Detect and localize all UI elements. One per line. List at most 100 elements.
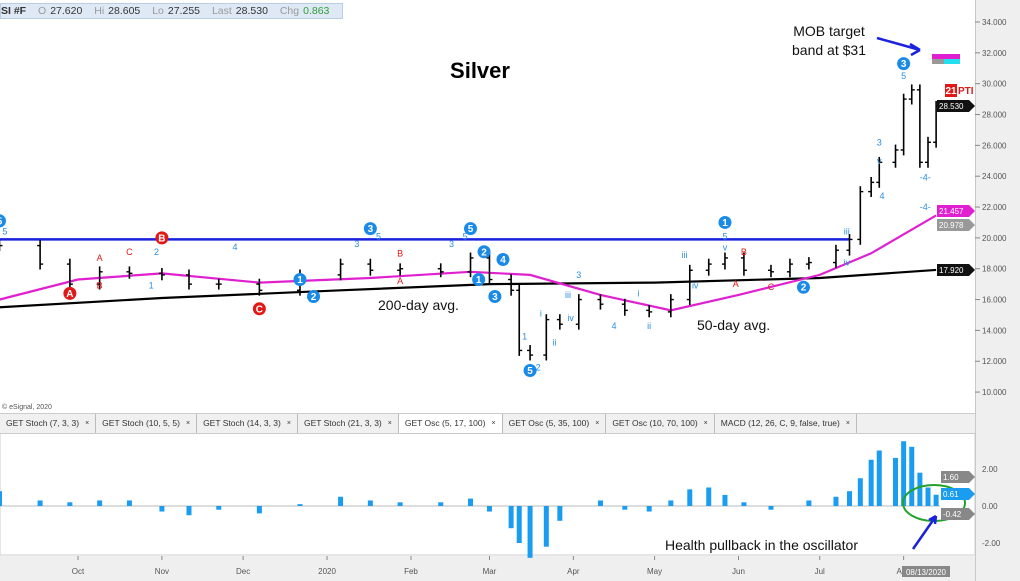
- oscillator-bar: [438, 502, 444, 506]
- wave-circle: [363, 222, 377, 236]
- price-bar: [556, 314, 563, 330]
- price-bar: [597, 294, 604, 310]
- price-tick-label: 12.000: [982, 357, 1007, 366]
- wave-label: iv: [692, 281, 699, 291]
- price-bar: [646, 304, 653, 318]
- date-tick-label: Mar: [483, 567, 497, 576]
- wave-label: 3: [901, 59, 907, 70]
- price-bar: [0, 240, 3, 251]
- date-tick-label: Oct: [72, 567, 85, 576]
- oscillator-bar: [833, 496, 839, 506]
- wave-label-circle: 5: [523, 363, 537, 377]
- wave-label: A: [66, 289, 73, 300]
- wave-circle: [488, 289, 502, 303]
- price-axis-panel[interactable]: [975, 0, 1020, 581]
- price-tick-label: 14.000: [982, 326, 1007, 335]
- wave-label: 3: [492, 292, 498, 303]
- price-panel: [0, 0, 975, 405]
- close-tab-icon[interactable]: ×: [185, 420, 191, 427]
- oscillator-bar: [933, 494, 939, 506]
- wave-label-circle: C: [252, 302, 266, 316]
- oscillator-bar: [846, 491, 852, 506]
- price-bar: [37, 240, 44, 270]
- price-bar: [527, 345, 534, 361]
- date-tick-label: May: [647, 567, 662, 576]
- price-bar: [857, 186, 864, 245]
- wave-circle: [523, 363, 537, 377]
- price-tag-value: 21.457: [939, 207, 964, 216]
- date-tick-label: Jun: [732, 567, 745, 576]
- price-bar: [575, 294, 582, 330]
- oscillator-bar: [37, 500, 43, 506]
- wave-label: 4: [232, 242, 237, 252]
- close-tab-icon[interactable]: ×: [703, 420, 708, 427]
- wave-circle: [718, 215, 732, 229]
- oscillator-bar: [893, 457, 899, 506]
- price-bar: [397, 263, 404, 276]
- tab-indicator[interactable]: GET Osc (5, 35, 100) ×: [503, 414, 607, 433]
- wave-label: 5: [722, 231, 727, 241]
- tab-indicator[interactable]: GET Osc (5, 17, 100) ×: [398, 414, 503, 433]
- date-axis-panel: [0, 556, 975, 581]
- wave-label: B: [741, 247, 747, 257]
- tab-indicator[interactable]: MACD (12, 26, C, 9, false, true) ×: [715, 414, 857, 433]
- oscillator-bar: [367, 500, 373, 506]
- oscillator-bar: [516, 506, 522, 543]
- date-tick-label: 2020: [318, 567, 336, 576]
- close-tab-icon[interactable]: ×: [85, 420, 90, 427]
- wave-label: 3: [354, 239, 359, 249]
- price-bar: [667, 294, 674, 318]
- close-tab-icon[interactable]: ×: [845, 420, 850, 427]
- price-bar: [437, 263, 444, 278]
- oscillator-bar: [216, 506, 222, 510]
- oscillator-bar: [741, 502, 747, 506]
- price-bar: [508, 274, 515, 296]
- oscillator-bar: [917, 472, 923, 506]
- oscillator-bar: [876, 450, 882, 506]
- close-tab-icon[interactable]: ×: [387, 420, 392, 427]
- oscillator-bar: [0, 491, 2, 506]
- tab-indicator[interactable]: GET Osc (10, 70, 100) ×: [606, 414, 715, 433]
- wave-label-circle: B: [155, 231, 169, 245]
- close-tab-icon[interactable]: ×: [491, 420, 496, 427]
- wave-label: 1: [722, 218, 728, 229]
- wave-circle: [472, 273, 486, 287]
- wave-circle: [477, 245, 491, 259]
- date-tick-label: Nov: [155, 567, 169, 576]
- wave-circle: [307, 289, 321, 303]
- price-tick-label: 22.000: [982, 203, 1007, 212]
- price-bar: [621, 298, 628, 316]
- oscillator-bar: [806, 500, 812, 506]
- pti-value: 21: [945, 86, 957, 97]
- wave-circle: [0, 214, 6, 228]
- last-value: 28.530: [235, 5, 268, 17]
- price-tick-label: 30.000: [982, 80, 1007, 89]
- wave-label: 5: [463, 231, 468, 241]
- close-tab-icon[interactable]: ×: [595, 420, 600, 427]
- price-tag-value: 28.530: [939, 102, 964, 111]
- wave-label: A: [733, 279, 739, 289]
- wave-label: C: [126, 247, 133, 257]
- oscillator-bar: [857, 478, 863, 506]
- price-bar: [767, 264, 774, 278]
- wave-label-circle: 4: [496, 252, 510, 266]
- date-tick-label: Dec: [236, 567, 250, 576]
- tab-indicator[interactable]: GET Stoch (21, 3, 3) ×: [298, 414, 399, 433]
- tab-indicator[interactable]: GET Stoch (7, 3, 3) ×: [0, 414, 97, 433]
- wave-label: 3: [576, 270, 581, 280]
- oscillator-bar: [543, 506, 549, 547]
- price-tick-label: 28.000: [982, 111, 1007, 120]
- arrow-icon: [876, 36, 921, 57]
- tab-indicator[interactable]: GET Stoch (10, 5, 5) ×: [96, 414, 198, 433]
- high-label: Hi: [94, 5, 105, 17]
- wave-label: 4: [500, 255, 506, 266]
- target-annotation: MOB target: [793, 23, 865, 39]
- wave-label: 5: [2, 227, 7, 237]
- tab-label: GET Stoch (21, 3, 3): [303, 418, 382, 428]
- tab-indicator[interactable]: GET Stoch (14, 3, 3) ×: [197, 414, 298, 433]
- close-tab-icon[interactable]: ×: [286, 420, 291, 427]
- wave-label-circle: 3: [363, 222, 377, 236]
- wave-label: 5: [527, 366, 533, 377]
- wave-label: -4-: [920, 173, 931, 183]
- price-bar: [686, 264, 693, 305]
